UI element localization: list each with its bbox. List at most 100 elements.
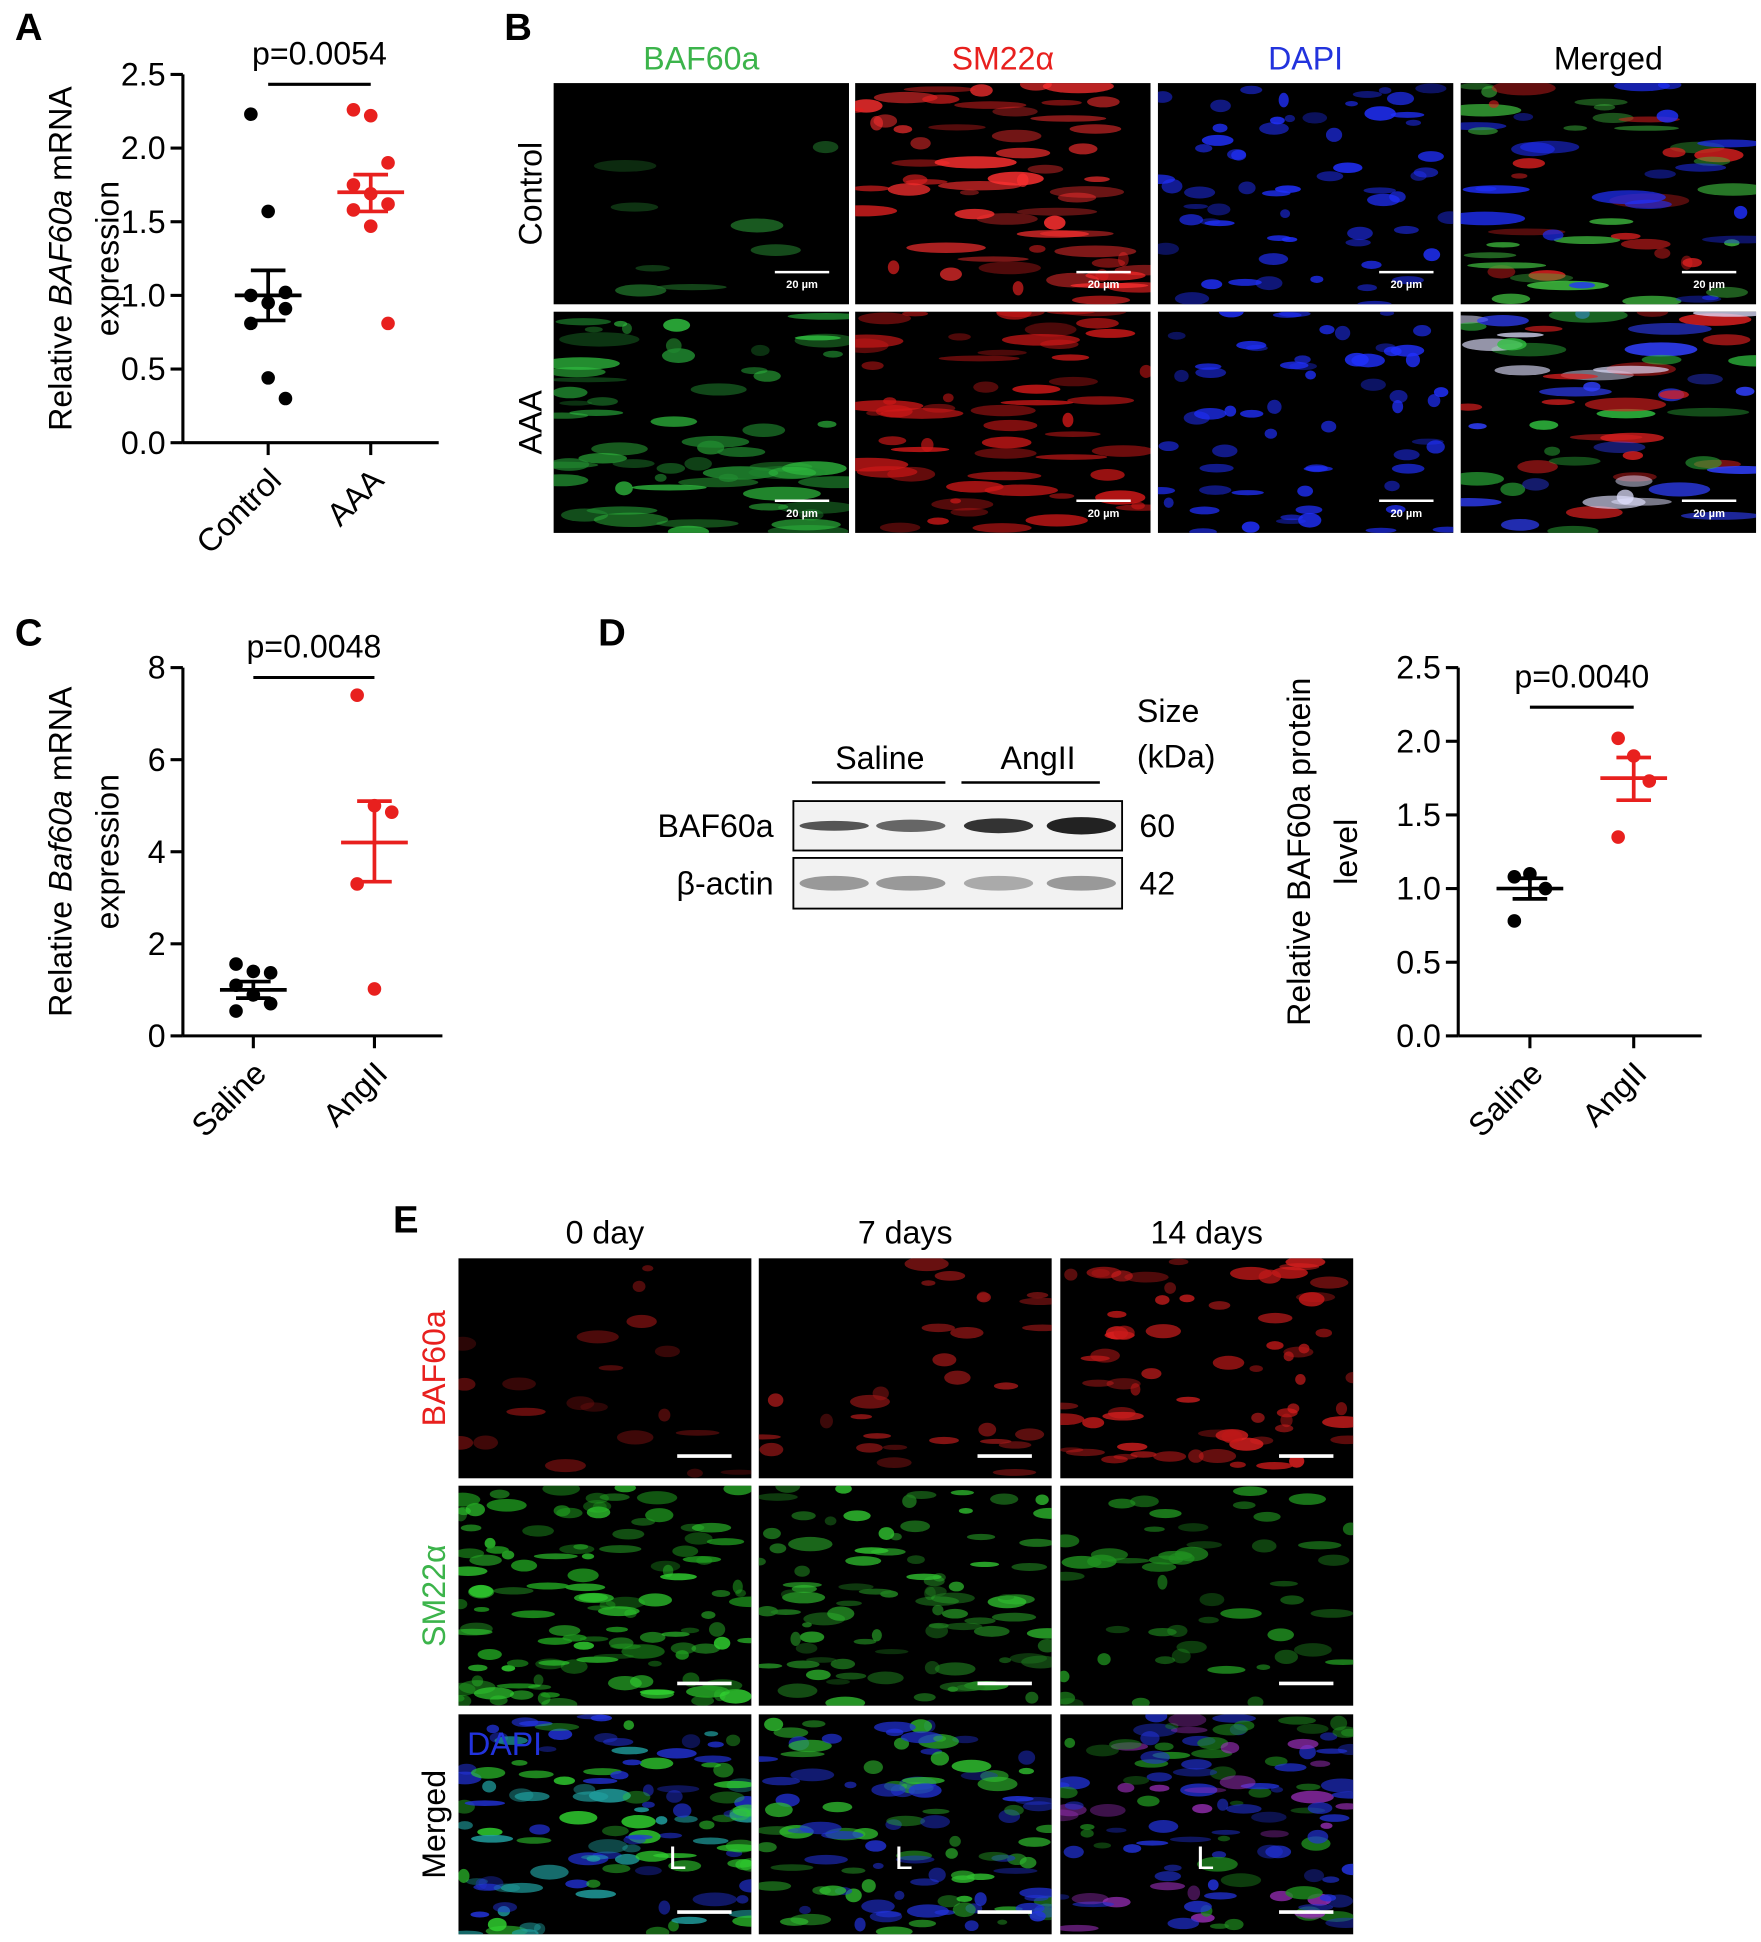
cell [922,1808,950,1815]
cell [1413,325,1432,337]
cell [970,404,1036,417]
cell [1600,432,1664,444]
cell [541,1698,578,1706]
cell [1280,514,1303,521]
cell [934,1662,976,1676]
cell [1113,1325,1135,1341]
cell [1150,1882,1186,1891]
cell [1267,399,1282,414]
cell [1269,1580,1298,1587]
cell [1274,1763,1307,1772]
cell [506,1407,546,1416]
cell [861,1899,895,1914]
cell [1204,220,1235,227]
cell [743,486,821,501]
cell [486,1498,527,1512]
cell [1165,1722,1179,1730]
scale-bar-label: 20 µm [786,279,818,291]
cell [1145,1714,1168,1723]
cell [845,1556,882,1566]
cell [977,1776,1018,1792]
cell [509,1690,534,1700]
cell [821,1830,864,1840]
cell [1697,183,1757,196]
cell [1106,1827,1127,1833]
cell [1201,134,1234,146]
cell [458,1507,468,1522]
cell [1181,1759,1212,1770]
cell [626,1314,657,1329]
cell [553,377,627,383]
cell [1039,230,1114,238]
cell [974,447,1037,459]
cell [790,1913,832,1926]
cell [799,1905,811,1915]
cell [871,1629,882,1642]
cell [1548,311,1628,323]
cell [1184,186,1216,199]
cell [650,416,698,427]
cell [631,484,707,491]
cell [1060,1894,1070,1900]
cell [875,1649,909,1655]
cell [1021,1655,1052,1669]
cell [875,1926,913,1935]
cell [1179,214,1204,226]
cell [1208,1301,1231,1310]
cell [1357,300,1392,305]
cell [701,1611,716,1619]
cell [538,1746,557,1752]
cell [553,357,620,370]
cell [1694,148,1744,163]
cell [1069,124,1122,134]
cell [821,1733,842,1744]
cell [1702,334,1751,346]
cell [1084,176,1110,183]
cell [925,1586,947,1597]
cell [861,1879,876,1893]
cell [758,1434,781,1440]
cell [1029,1911,1046,1922]
cell [1241,521,1260,533]
cell [1220,1608,1262,1619]
cell [1060,1402,1079,1410]
cell [928,1622,949,1629]
cell [1298,1292,1325,1307]
cell [1123,1776,1150,1785]
cell [477,1827,503,1837]
cell [790,1631,801,1647]
cell [516,1837,552,1844]
cell [1001,334,1080,346]
cell [1325,127,1343,142]
cell [1229,1266,1273,1280]
cell [786,1660,820,1669]
cell [952,1902,976,1918]
cell [473,1435,499,1450]
cell [639,1631,666,1643]
cell [1117,1782,1135,1793]
cell [471,1834,514,1843]
cell [836,1600,862,1607]
cell [1280,1595,1304,1605]
cell [1280,209,1291,219]
cell [1432,526,1454,533]
cell [1410,171,1427,181]
cell [593,512,669,528]
cell [1199,463,1234,473]
cell [1016,207,1098,216]
cell [764,1717,784,1732]
cell [548,1728,573,1740]
cell [1157,91,1173,103]
cell [942,393,954,403]
cell [603,1737,634,1746]
cell [622,1790,651,1804]
cell [853,1638,877,1645]
blot-band [799,820,869,831]
micrograph [1060,1485,1354,1706]
cell [770,1864,814,1871]
cell [1310,275,1324,283]
cell [886,1815,926,1827]
cell [1460,403,1483,411]
data-point [350,688,364,703]
cell [1335,1402,1348,1416]
